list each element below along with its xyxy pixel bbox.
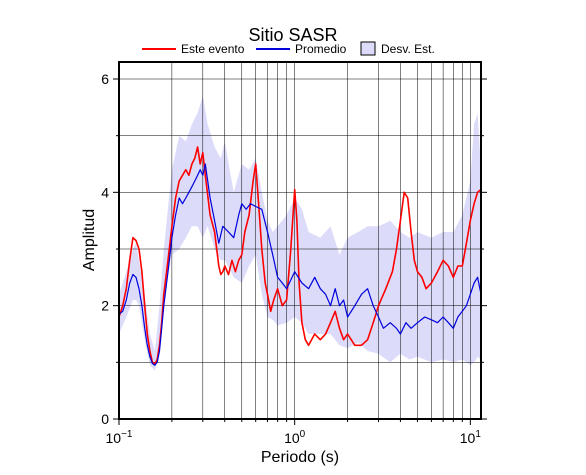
legend-swatch-band	[360, 41, 376, 56]
y-axis-label: Amplitud	[81, 209, 98, 271]
y-tick-label: 6	[101, 71, 109, 87]
legend-label-event: Este evento	[181, 42, 245, 56]
series-line-mean	[118, 163, 482, 366]
band-layer	[119, 96, 481, 371]
legend-label-mean: Promedio	[295, 42, 347, 56]
series-layer	[118, 146, 482, 366]
x-tick-label: 101	[460, 429, 482, 446]
std-dev-band	[119, 96, 481, 371]
series-line-event	[118, 146, 482, 365]
plot-frame	[118, 61, 482, 420]
tick-layer: 0 2 4 6 10−1 100 101	[101, 71, 487, 446]
chart-title: Sitio SASR	[248, 25, 337, 45]
x-tick-label: 10−1	[106, 429, 133, 446]
x-tick-label: 100	[284, 429, 306, 446]
y-tick-label: 2	[101, 298, 109, 314]
y-tick-label: 0	[101, 411, 109, 427]
legend: Este evento Promedio Desv. Est.	[142, 41, 435, 56]
x-axis-label: Periodo (s)	[261, 449, 339, 466]
legend-label-band: Desv. Est.	[381, 42, 435, 56]
y-tick-label: 4	[101, 184, 109, 200]
